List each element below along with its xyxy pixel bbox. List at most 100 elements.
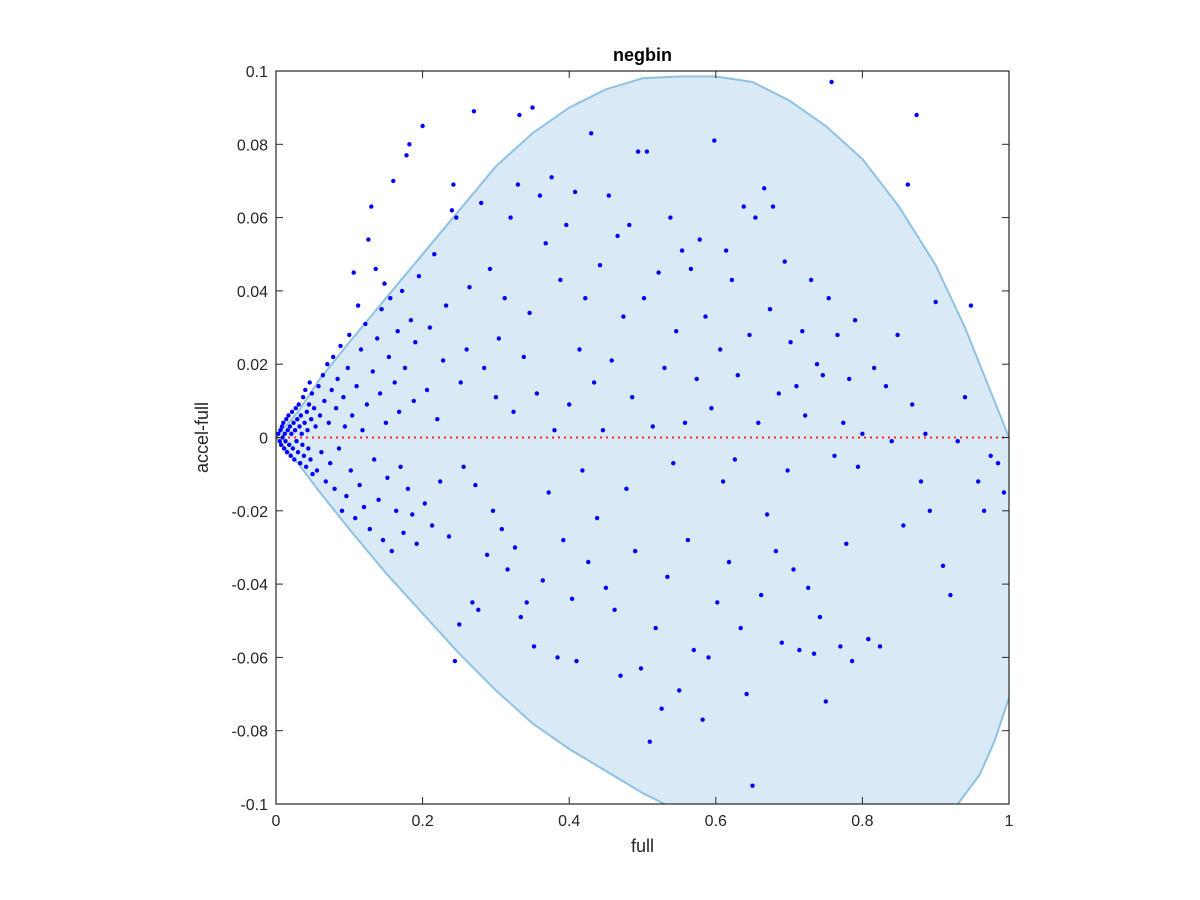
data-point [487, 266, 493, 272]
data-point [901, 523, 906, 528]
data-point [358, 347, 364, 352]
data-point [385, 475, 390, 480]
data-point [446, 534, 452, 539]
data-point [303, 387, 308, 393]
data-point [735, 373, 740, 378]
data-point [995, 461, 1001, 466]
data-point [505, 567, 510, 572]
x-tick-label: 0.4 [558, 813, 580, 830]
data-point [726, 559, 732, 565]
data-point [289, 409, 295, 414]
data-point [373, 266, 378, 272]
x-axis: 0 0.2 0.4 0.6 0.8 1 [272, 71, 1014, 830]
data-point [567, 402, 572, 407]
data-point [583, 296, 588, 301]
data-point [677, 688, 682, 693]
data-point [826, 296, 831, 301]
data-point [679, 248, 685, 253]
data-point [905, 182, 910, 187]
data-point [732, 457, 738, 462]
data-point [388, 296, 393, 301]
data-point [286, 413, 291, 418]
data-point [284, 417, 289, 422]
data-point [457, 622, 462, 627]
data-point [467, 285, 472, 290]
data-point [630, 395, 635, 400]
data-point [770, 204, 776, 209]
data-point [306, 402, 312, 407]
data-point [411, 398, 416, 404]
y-tick-label: -0.08 [232, 724, 269, 741]
y-tick-label: -0.04 [232, 577, 269, 594]
data-point [530, 105, 535, 110]
x-axis-label: full [631, 836, 654, 856]
data-point [712, 138, 717, 143]
data-point [471, 109, 477, 114]
data-point [1001, 490, 1007, 495]
data-point [288, 453, 293, 458]
data-point [638, 666, 644, 671]
data-point [407, 142, 412, 147]
data-point [627, 222, 632, 228]
data-point [838, 644, 843, 649]
data-point [612, 607, 617, 612]
data-point [367, 526, 372, 532]
data-point [364, 402, 370, 407]
data-point [927, 508, 932, 513]
data-point [955, 439, 960, 444]
data-point [835, 332, 840, 338]
data-point [304, 409, 309, 414]
y-tick-label: 0.04 [237, 284, 268, 301]
data-point [866, 636, 871, 642]
data-point [316, 384, 321, 389]
data-point [300, 442, 305, 447]
data-point [283, 439, 288, 444]
data-point [621, 314, 626, 319]
data-point [383, 420, 389, 425]
data-point [308, 457, 313, 462]
data-point [401, 530, 406, 535]
data-point [379, 307, 384, 312]
data-point [759, 592, 764, 598]
data-point [688, 266, 694, 272]
data-point [440, 358, 446, 363]
data-point [534, 391, 540, 396]
data-point [720, 479, 726, 484]
data-point [451, 182, 456, 187]
data-point [396, 409, 402, 414]
data-point [981, 508, 987, 513]
data-point [302, 420, 307, 425]
data-point [336, 446, 342, 451]
x-tick-label: 0.6 [705, 813, 727, 830]
data-point [357, 482, 362, 488]
band-edge-right-lower [956, 697, 1010, 805]
y-axis-label: accel-full [192, 402, 212, 473]
data-point [331, 354, 336, 360]
x-tick-label: 0.8 [851, 813, 873, 830]
data-point [633, 548, 638, 554]
data-point [811, 651, 817, 656]
data-point [361, 504, 367, 510]
data-point [293, 406, 298, 411]
data-point [700, 717, 705, 722]
data-point [278, 428, 283, 433]
data-point [454, 215, 459, 220]
data-point [287, 424, 293, 429]
data-point [756, 420, 761, 425]
data-point [350, 413, 355, 418]
data-point [918, 479, 924, 484]
data-point [785, 468, 790, 473]
data-point [531, 644, 537, 649]
data-point [294, 439, 299, 444]
data-point [685, 537, 691, 543]
data-point [420, 123, 425, 129]
data-point [773, 548, 779, 554]
data-point [278, 442, 284, 447]
data-point [517, 112, 522, 118]
data-point [427, 325, 433, 330]
data-point [518, 614, 523, 620]
data-point [366, 237, 371, 242]
data-point [914, 112, 919, 118]
data-point [306, 446, 311, 451]
data-point [305, 428, 310, 433]
